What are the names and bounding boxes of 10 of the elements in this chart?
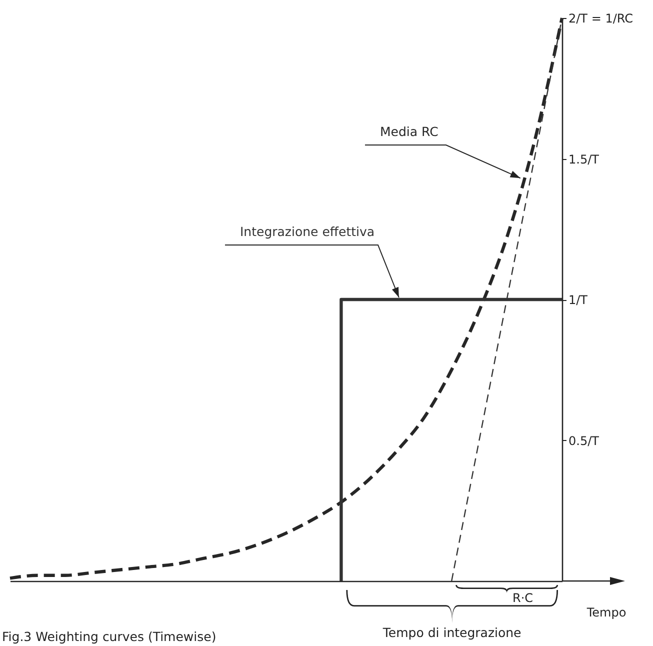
text: Media RC — [380, 124, 439, 139]
caption: Fig.3 Weighting curves (Timewise) — [2, 629, 216, 644]
text: Integrazione effettiva — [240, 224, 375, 239]
x-axis-title: Tempo — [586, 606, 626, 620]
y-tick-label: 1/T — [568, 293, 588, 307]
text: Tempo di integrazione — [382, 625, 522, 640]
y-tick-label: 1.5/T — [568, 152, 600, 166]
text: R·C — [512, 591, 534, 605]
y-tick-label: 0.5/T — [568, 434, 600, 448]
y-tick-label: 2/T = 1/RC — [568, 12, 633, 26]
